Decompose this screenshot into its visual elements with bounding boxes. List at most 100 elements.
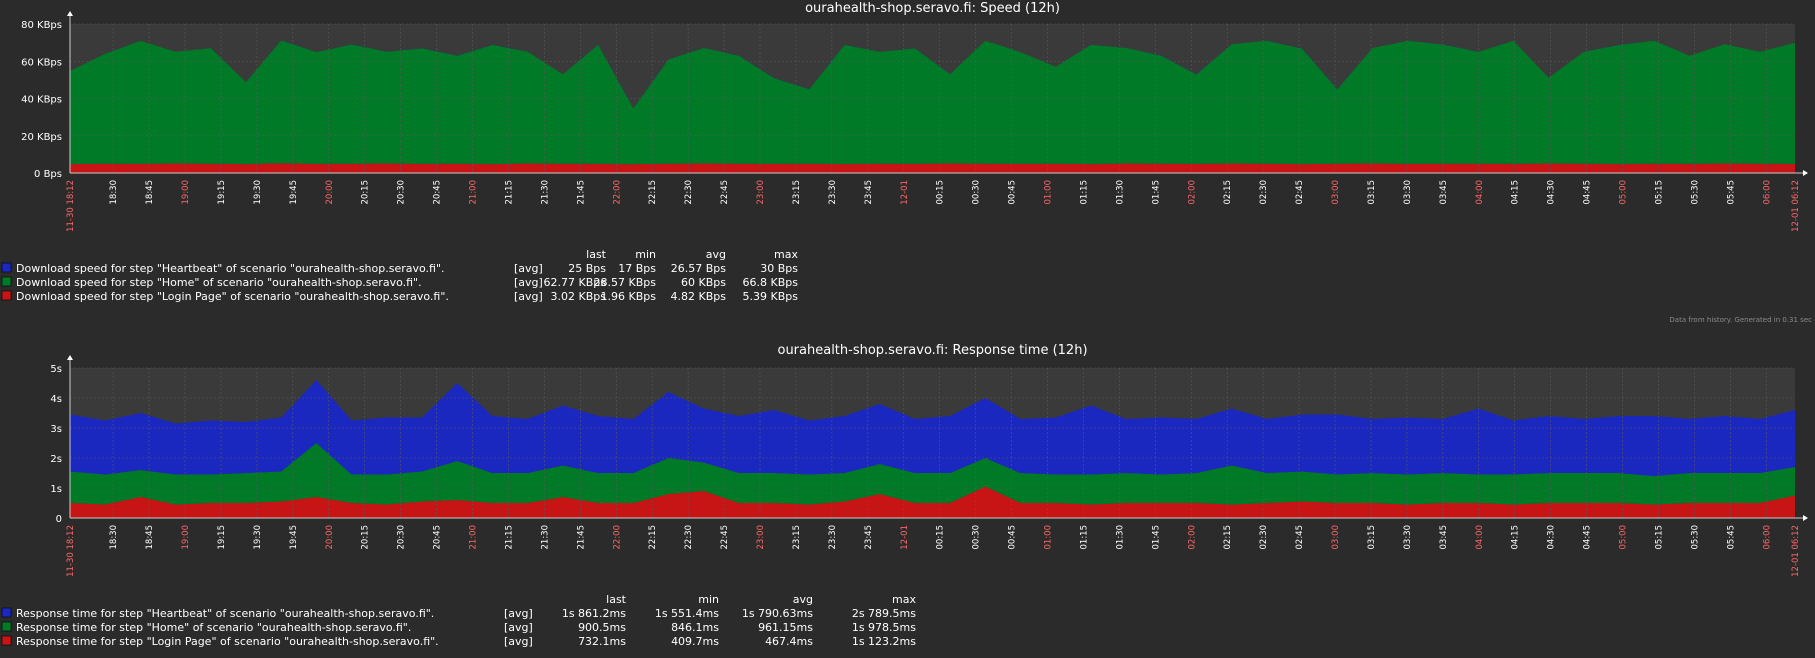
x-tick-label: 05:00 [1619, 525, 1629, 550]
x-tick-label: 03:00 [1331, 525, 1341, 550]
legend-value-min: 1s 551.4ms [655, 607, 719, 620]
x-tick-label: 05:45 [1726, 180, 1736, 205]
x-tick-label: 02:00 [1187, 180, 1197, 205]
x-tick-label: 21:00 [469, 525, 479, 550]
x-tick-label: 12-01 [900, 180, 910, 205]
legend-func: [avg] [504, 607, 533, 620]
legend-swatch [1, 290, 12, 301]
x-tick-label: 20:00 [325, 180, 335, 205]
legend-header: last [606, 593, 627, 606]
legend-value-min: 846.1ms [671, 621, 719, 634]
x-tick-label: 01:00 [1044, 525, 1054, 550]
legend-header: avg [706, 248, 726, 261]
area-series-1 [70, 40, 1795, 165]
legend-series-name: Download speed for step "Login Page" of … [16, 290, 449, 303]
legend-value-min: 1.96 KBps [601, 290, 657, 303]
legend-value-last: 900.5ms [578, 621, 626, 634]
x-start-label: 11-30 18:12 [66, 180, 76, 232]
x-tick-label: 05:30 [1690, 525, 1700, 550]
x-tick-label: 23:30 [828, 180, 838, 205]
x-tick-label: 02:45 [1295, 525, 1305, 550]
x-tick-label: 05:15 [1654, 525, 1664, 550]
x-tick-label: 03:45 [1439, 180, 1449, 205]
x-tick-label: 20:00 [325, 525, 335, 550]
x-tick-label: 02:00 [1187, 525, 1197, 550]
x-tick-label: 05:00 [1619, 180, 1629, 205]
x-tick-label: 00:30 [972, 180, 982, 205]
area-series-2 [70, 486, 1795, 518]
legend-value-max: 2s 789.5ms [852, 607, 916, 620]
legend-value-avg: 1s 790.63ms [742, 607, 813, 620]
x-tick-label: 22:00 [612, 180, 622, 205]
x-tick-label: 03:00 [1331, 180, 1341, 205]
legend-value-max: 66.8 KBps [743, 276, 799, 289]
x-tick-label: 06:00 [1762, 525, 1772, 550]
x-tick-label: 04:15 [1511, 525, 1521, 550]
x-tick-label: 21:15 [504, 525, 514, 550]
x-tick-label: 22:15 [648, 525, 658, 550]
legend-value-avg: 26.57 Bps [671, 262, 727, 275]
legend-value-last: 25 Bps [568, 262, 606, 275]
y-tick-label: 0 Bps [34, 169, 62, 180]
area-series-2 [70, 163, 1795, 173]
legend: last min avg max Download speed for step "He… [1, 248, 799, 303]
y-tick-label: 2s [50, 454, 62, 465]
x-tick-label: 01:30 [1115, 525, 1125, 550]
legend-series-name: Response time for step "Login Page" of s… [16, 635, 439, 648]
x-tick-label: 23:00 [756, 525, 766, 550]
legend-value-last: 1s 861.2ms [562, 607, 626, 620]
generation-footer: Data from history. Generated in 0.31 sec [1669, 316, 1812, 324]
legend-value-last: 62.77 KBps [544, 276, 607, 289]
x-tick-label: 04:00 [1475, 180, 1485, 205]
legend-value-avg: 4.82 KBps [671, 290, 727, 303]
x-tick-label: 00:45 [1008, 525, 1018, 550]
x-tick-label: 23:15 [792, 180, 802, 205]
y-tick-label: 40 KBps [21, 95, 62, 106]
x-tick-label: 22:15 [648, 180, 658, 205]
x-tick-label: 21:30 [540, 180, 550, 205]
legend-value-max: 1s 123.2ms [852, 635, 916, 648]
legend-value-min: 28.57 KBps [594, 276, 657, 289]
x-tick-label: 22:45 [720, 180, 730, 205]
legend-swatch [1, 635, 12, 646]
x-tick-label: 20:45 [433, 180, 443, 205]
legend-value-max: 30 Bps [760, 262, 798, 275]
legend-value-max: 1s 978.5ms [852, 621, 916, 634]
x-tick-label: 00:15 [936, 525, 946, 550]
x-tick-label: 19:00 [181, 525, 191, 550]
x-axis-arrow-icon [1803, 170, 1808, 176]
legend-value-min: 17 Bps [618, 262, 656, 275]
y-tick-label: 20 KBps [21, 132, 62, 143]
legend-series-name: Response time for step "Heartbeat" of sc… [16, 607, 434, 620]
legend-series-name: Response time for step "Home" of scenari… [16, 621, 411, 634]
legend-func: [avg] [514, 276, 543, 289]
x-tick-label: 04:00 [1475, 525, 1485, 550]
x-tick-label: 03:15 [1367, 525, 1377, 550]
x-tick-label: 20:30 [397, 525, 407, 550]
x-end-label: 12-01 06:12 [1791, 180, 1801, 232]
x-tick-label: 04:45 [1583, 180, 1593, 205]
legend-header: avg [793, 593, 813, 606]
x-end-label: 12-01 06:12 [1791, 525, 1801, 577]
x-tick-label: 00:45 [1008, 180, 1018, 205]
legend-header: max [892, 593, 916, 606]
x-tick-label: 02:45 [1295, 180, 1305, 205]
x-tick-label: 02:30 [1259, 525, 1269, 550]
y-tick-label: 5s [50, 364, 62, 375]
legend-value-avg: 467.4ms [765, 635, 813, 648]
x-tick-label: 19:45 [289, 525, 299, 550]
legend-header: max [774, 248, 798, 261]
legend-header: min [635, 248, 656, 261]
legend-header: last [586, 248, 607, 261]
legend-swatch [1, 607, 12, 618]
x-tick-label: 03:30 [1403, 525, 1413, 550]
x-tick-label: 20:15 [361, 180, 371, 205]
area-series-0 [70, 380, 1795, 476]
x-tick-label: 19:15 [217, 180, 227, 205]
x-tick-label: 21:30 [540, 525, 550, 550]
x-tick-label: 19:30 [253, 525, 263, 550]
y-tick-label: 3s [50, 424, 62, 435]
x-tick-label: 06:00 [1762, 180, 1772, 205]
x-start-label: 11-30 18:12 [66, 525, 76, 577]
legend-series-name: Download speed for step "Heartbeat" of s… [16, 262, 445, 275]
